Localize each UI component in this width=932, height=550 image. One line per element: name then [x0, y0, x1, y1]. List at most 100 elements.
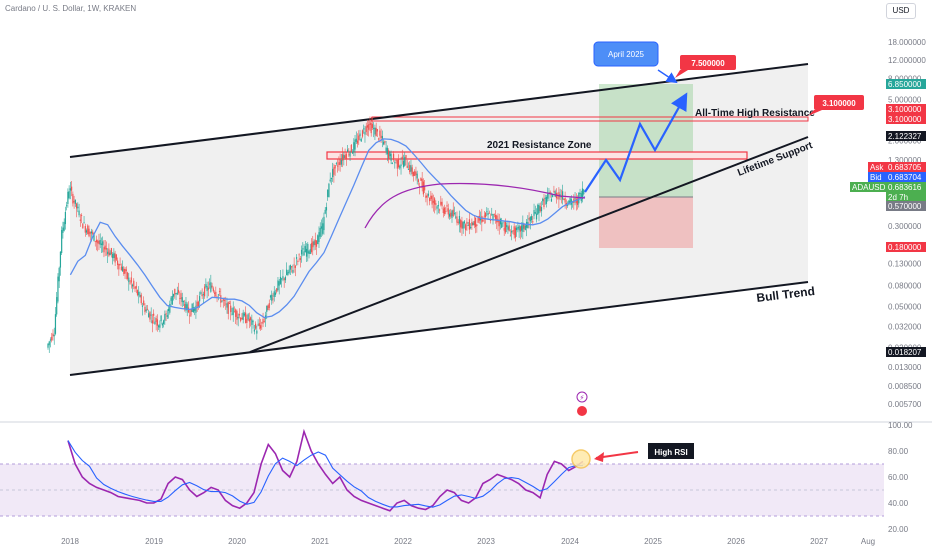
price-tick-label: 0.032000 — [888, 322, 922, 331]
candle-body — [120, 266, 122, 271]
candle-body — [197, 301, 200, 308]
candle-body — [433, 198, 436, 205]
candle-body — [534, 211, 536, 214]
candle-body — [192, 307, 195, 312]
candle-body — [359, 133, 361, 137]
candle-body — [376, 129, 379, 132]
candle-body — [213, 292, 216, 294]
candle-body — [324, 209, 326, 214]
candle-body — [251, 319, 253, 325]
candle-body — [400, 164, 402, 167]
candle-body — [521, 225, 523, 231]
price-badge-prefix-text: ADAUSD — [852, 183, 886, 192]
candle-body — [238, 314, 241, 316]
rsi-highlight-circle — [571, 449, 591, 469]
candle-body — [334, 165, 336, 169]
candle-body — [378, 138, 380, 140]
price-tick-label: 0.005700 — [888, 400, 922, 409]
price-badge-prefix-text: Bid — [870, 173, 882, 182]
candle-body — [61, 230, 63, 254]
candle-body — [491, 213, 493, 215]
candle-body — [518, 225, 520, 231]
candle-body — [528, 217, 530, 220]
loss-zone — [599, 197, 693, 248]
candle-body — [293, 264, 295, 266]
candle-body — [297, 261, 299, 262]
candle-body — [115, 254, 117, 260]
candle-body — [366, 125, 369, 128]
candle-body — [443, 207, 446, 214]
ath-label: All-Time High Resistance — [695, 108, 815, 119]
candle-body — [504, 221, 507, 233]
candle-body — [288, 269, 290, 273]
candle-body — [56, 297, 58, 315]
candle-body — [171, 296, 173, 305]
price-tick-label: 0.300000 — [888, 222, 922, 231]
rsi-ma-line — [67, 440, 583, 508]
price-badge-text: 2d 7h — [888, 193, 908, 202]
candle-body — [532, 221, 534, 223]
candle-body — [205, 284, 207, 287]
candle-body — [338, 162, 340, 166]
projection-curve-arrow — [657, 69, 678, 84]
flag-icon[interactable] — [577, 406, 587, 416]
candle-body — [414, 171, 416, 176]
candle-body — [185, 301, 187, 311]
candle-body — [445, 211, 447, 213]
candle-body — [51, 336, 53, 341]
candle-body — [148, 313, 150, 318]
candle-body — [199, 296, 201, 302]
candle-body — [384, 141, 386, 143]
candle-body — [138, 291, 140, 296]
candle-body — [113, 252, 115, 258]
candle-body — [545, 197, 548, 204]
candle-body — [397, 158, 400, 168]
candle-body — [399, 165, 401, 169]
currency-button[interactable]: USD — [886, 3, 916, 19]
candle-body — [235, 309, 237, 317]
candle-body — [327, 189, 329, 197]
candle-body — [487, 212, 489, 215]
candle-body — [538, 204, 540, 214]
candle-body — [302, 248, 304, 250]
lower-channel-line — [69, 281, 809, 376]
candle-body — [496, 215, 498, 223]
candle-body — [133, 280, 135, 287]
candle-body — [114, 253, 116, 263]
candle-body — [263, 321, 265, 322]
candle-body — [154, 321, 156, 325]
candle-body — [144, 306, 146, 313]
candle-body — [468, 219, 470, 230]
candle-body — [287, 272, 289, 275]
candle-body — [513, 226, 515, 236]
candle-body — [174, 288, 176, 295]
price-tick-label: 5.000000 — [888, 96, 922, 105]
candle-body — [581, 188, 584, 200]
candle-body — [85, 230, 88, 233]
candle-body — [59, 251, 62, 268]
candle-body — [471, 222, 473, 226]
candle-body — [479, 218, 482, 221]
price-tick-label: 2.000000 — [888, 137, 922, 146]
candle-body — [68, 190, 70, 199]
candle-body — [159, 324, 161, 328]
lightning-icon[interactable] — [576, 391, 588, 403]
lightning-icon-glyph: ⚡ — [580, 394, 585, 402]
candle-body — [527, 222, 529, 229]
candle-body — [365, 126, 367, 133]
time-tick-label: 2027 — [810, 537, 828, 546]
candle-body — [233, 311, 236, 313]
candle-body — [196, 301, 198, 307]
price-tick-label: 1.300000 — [888, 156, 922, 165]
candle-body — [126, 272, 129, 279]
candle-body — [379, 130, 381, 136]
candle-body — [489, 220, 492, 221]
price-badge-text: 0.683705 — [888, 163, 922, 172]
candle-body — [330, 177, 333, 179]
candle-body — [77, 206, 79, 209]
candle-body — [283, 278, 285, 281]
candle-body — [410, 165, 412, 172]
candle-body — [243, 313, 246, 316]
moving-average-blue — [69, 138, 586, 319]
time-tick-label: Aug — [861, 537, 875, 546]
